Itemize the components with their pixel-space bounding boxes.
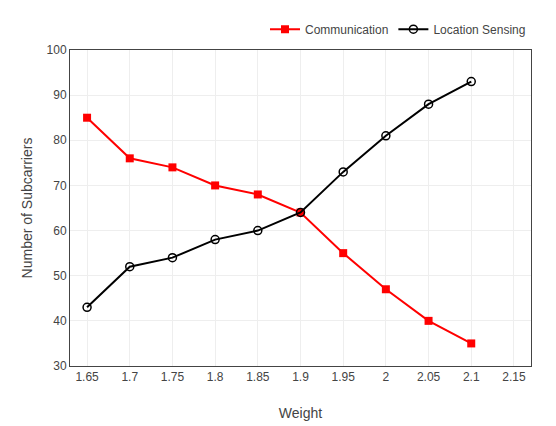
svg-text:Weight: Weight [279,405,322,421]
svg-text:1.75: 1.75 [161,370,185,384]
svg-text:2: 2 [383,370,390,384]
svg-text:90: 90 [53,88,67,102]
svg-text:1.8: 1.8 [207,370,224,384]
svg-text:80: 80 [53,133,67,147]
svg-text:Number of Subcarriers: Number of Subcarriers [19,138,35,279]
svg-text:40: 40 [53,314,67,328]
svg-text:1.7: 1.7 [121,370,138,384]
svg-text:Communication: Communication [305,23,388,37]
svg-text:Location Sensing: Location Sensing [433,23,525,37]
svg-text:1.65: 1.65 [75,370,99,384]
svg-text:30: 30 [53,359,67,373]
svg-text:2.05: 2.05 [417,370,441,384]
svg-text:1.85: 1.85 [246,370,270,384]
svg-text:60: 60 [53,224,67,238]
svg-text:1.95: 1.95 [332,370,356,384]
svg-text:50: 50 [53,269,67,283]
svg-text:2.15: 2.15 [502,370,526,384]
svg-text:100: 100 [47,43,67,57]
svg-text:70: 70 [53,179,67,193]
svg-text:1.9: 1.9 [292,370,309,384]
svg-text:2.1: 2.1 [463,370,480,384]
